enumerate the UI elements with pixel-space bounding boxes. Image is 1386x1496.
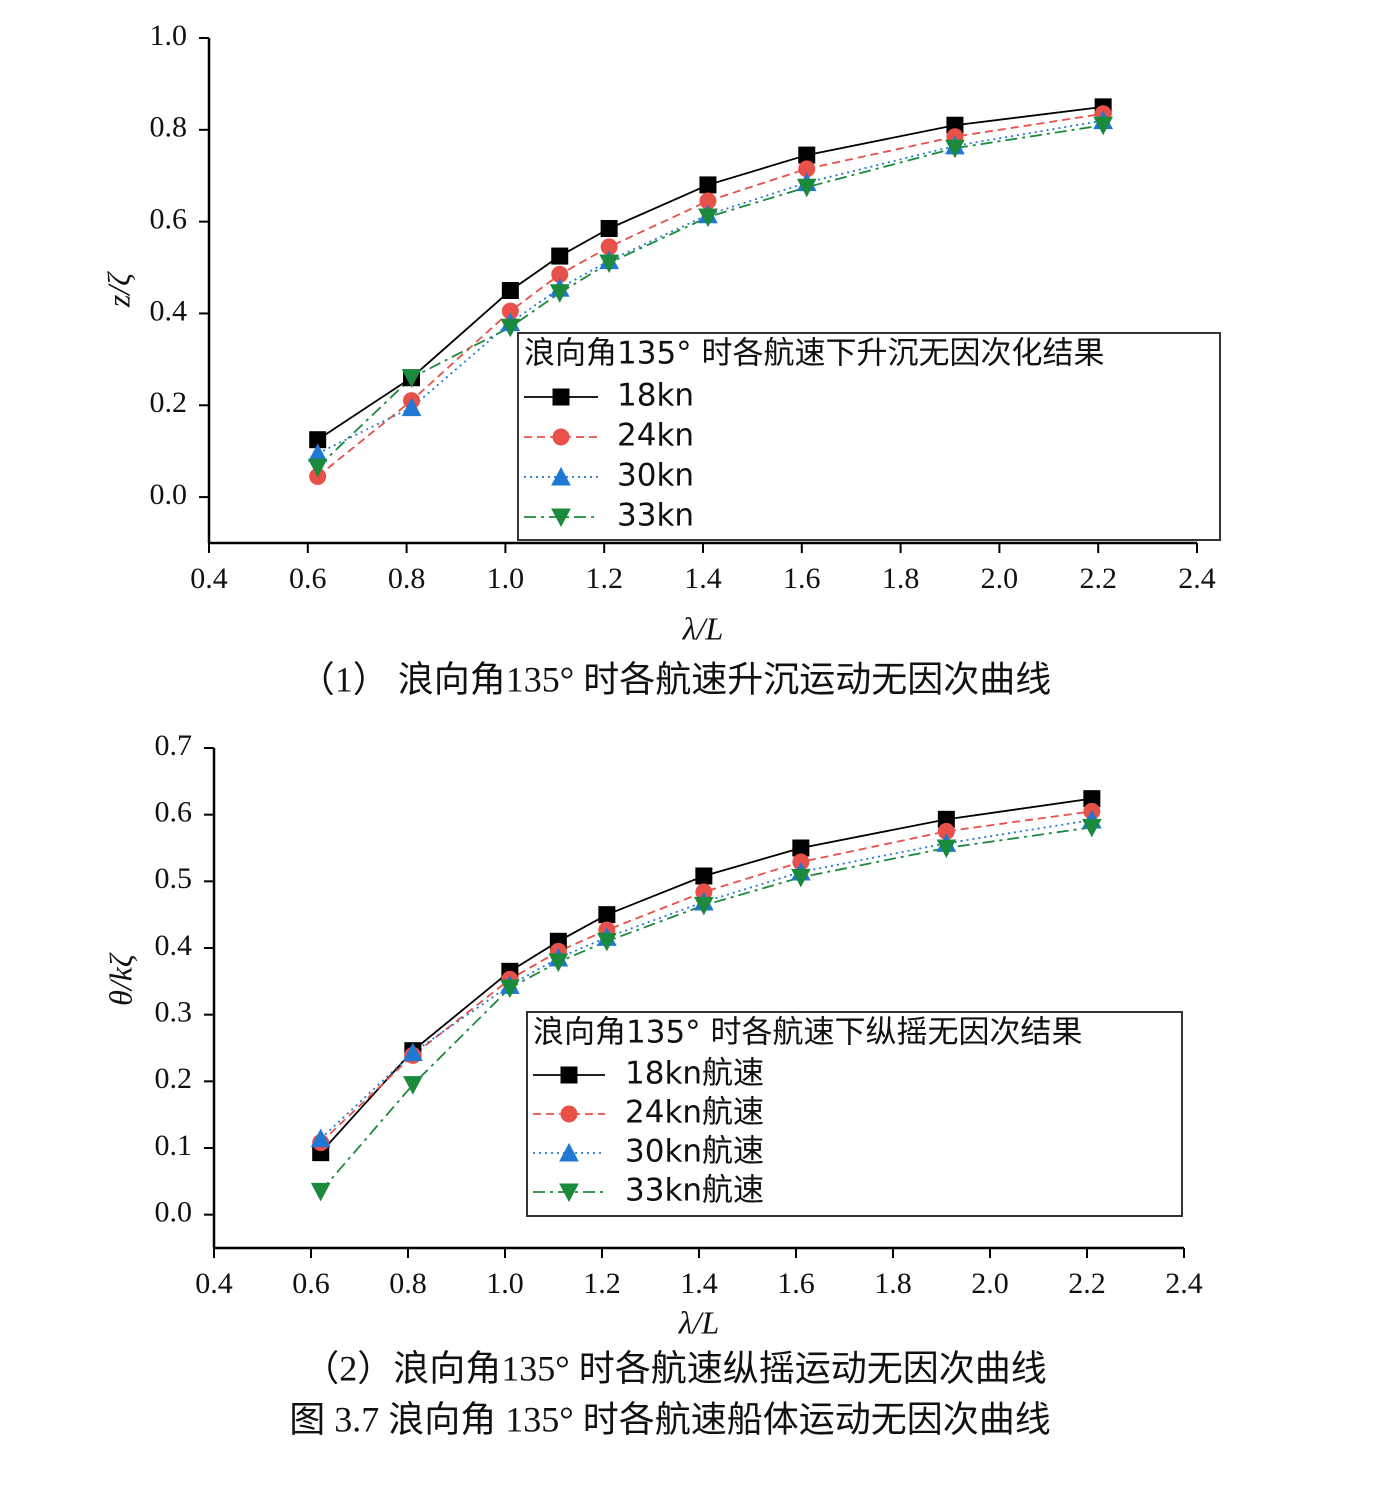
marker — [548, 953, 569, 973]
y-tick-label: 1.0 — [150, 19, 188, 52]
x-tick-label: 1.0 — [486, 1267, 524, 1300]
legend-label: 18kn — [617, 378, 694, 414]
y-tick-label: 0.5 — [155, 862, 193, 895]
y-tick-label: 0.4 — [155, 929, 193, 962]
y-tick-label: 0.6 — [155, 796, 193, 829]
x-tick-label: 1.6 — [783, 562, 821, 595]
y-tick-label: 0.6 — [150, 203, 188, 236]
legend-box — [526, 1011, 1183, 1217]
legend-title: 浪向角135° 时各航速下纵摇无因次结果 — [533, 1015, 1083, 1051]
x-tick-label: 2.0 — [981, 562, 1019, 595]
legend-label: 24kn — [617, 418, 694, 454]
chart: 0.0 0.1 0.2 0.3 0.4 0.5 0.6 0.7 0.4 0.6 0.8 1.0 1.2 1… — [102, 729, 1202, 1388]
legend-marker — [551, 466, 571, 486]
x-tick-label: 0.6 — [289, 562, 327, 595]
legend-label: 24kn航速 — [625, 1095, 764, 1131]
x-axis-label: λ/L — [678, 1304, 720, 1340]
y-tick-label: 0.0 — [150, 478, 188, 511]
marker — [1082, 818, 1102, 838]
y-tick-label: 0.4 — [150, 294, 188, 327]
y-tick-label: 0.8 — [150, 111, 188, 144]
x-tick-label: 1.8 — [874, 1267, 912, 1300]
chart-caption: （1） 浪向角135° 时各航速升沉运动无因次曲线 — [299, 659, 1051, 699]
legend-label: 33kn — [617, 498, 694, 534]
y-axis-label: z/ζ — [100, 271, 136, 308]
marker — [597, 932, 617, 952]
x-tick-label: 1.4 — [680, 1267, 718, 1300]
x-tick-label: 2.4 — [1165, 1267, 1203, 1300]
marker — [551, 247, 569, 265]
y-tick-label: 0.0 — [155, 1196, 193, 1229]
x-tick-label: 1.6 — [777, 1267, 815, 1300]
legend-marker — [560, 1066, 578, 1084]
y-axis-label: θ/kζ — [102, 952, 138, 1006]
marker — [796, 178, 817, 198]
x-tick-label: 0.4 — [195, 1267, 233, 1300]
marker — [310, 1182, 331, 1202]
marker — [403, 1076, 423, 1095]
x-tick-label: 2.2 — [1079, 562, 1117, 595]
marker — [310, 1128, 331, 1148]
legend-marker — [560, 1105, 578, 1123]
legend-label: 33kn航速 — [625, 1173, 764, 1209]
marker — [698, 208, 718, 228]
marker — [695, 867, 713, 885]
legend-marker — [559, 1142, 579, 1162]
marker — [936, 839, 957, 859]
marker — [599, 254, 619, 274]
x-tick-label: 0.6 — [292, 1267, 330, 1300]
marker — [501, 282, 519, 299]
x-tick-label: 0.8 — [388, 562, 426, 595]
marker — [1093, 116, 1113, 136]
y-tick-label: 0.2 — [150, 386, 188, 419]
x-tick-label: 1.2 — [583, 1267, 621, 1300]
marker — [500, 979, 520, 999]
marker — [945, 139, 965, 159]
marker — [307, 458, 328, 478]
marker — [549, 284, 570, 303]
marker — [694, 896, 714, 916]
y-tick-label: 0.2 — [155, 1062, 193, 1095]
legend-marker — [552, 428, 570, 446]
x-tick-label: 2.4 — [1178, 562, 1216, 595]
legend-label: 30kn航速 — [625, 1134, 764, 1170]
legend-marker — [559, 1183, 579, 1203]
marker — [600, 220, 618, 238]
y-tick-label: 0.3 — [155, 996, 193, 1029]
legend-title: 浪向角135° 时各航速下升沉无因次化结果 — [524, 336, 1105, 372]
x-tick-label: 1.2 — [585, 562, 623, 595]
chart: 0.0 0.2 0.4 0.6 0.8 1.0 0.4 0.6 0.8 1.0 1.2 1.4 1.6 1… — [100, 19, 1221, 699]
series-line — [320, 810, 1092, 1144]
x-tick-label: 1.8 — [882, 562, 920, 595]
marker — [598, 906, 616, 924]
chart-caption: （2）浪向角135° 时各航速纵摇运动无因次曲线 — [303, 1348, 1046, 1388]
legend-box — [517, 332, 1221, 541]
marker — [500, 318, 521, 338]
x-tick-label: 1.4 — [684, 562, 722, 595]
legend-marker — [552, 388, 570, 406]
legend-label: 18kn航速 — [625, 1056, 764, 1092]
legend-label: 30kn — [617, 458, 694, 494]
figure-caption: 图 3.7 浪向角 135° 时各航速船体运动无因次曲线 — [289, 1399, 1050, 1439]
x-tick-label: 0.8 — [389, 1267, 427, 1300]
y-tick-label: 0.7 — [155, 729, 193, 762]
x-tick-label: 2.2 — [1068, 1267, 1106, 1300]
marker — [401, 397, 422, 417]
marker — [403, 1042, 423, 1062]
x-tick-label: 2.0 — [971, 1267, 1009, 1300]
marker — [401, 369, 422, 388]
x-axis-label: λ/L — [682, 610, 724, 646]
series-line — [317, 119, 1104, 455]
x-tick-label: 1.0 — [487, 562, 525, 595]
legend-marker — [551, 508, 571, 528]
y-tick-label: 0.1 — [155, 1129, 193, 1162]
marker — [791, 868, 811, 888]
x-tick-label: 0.4 — [190, 562, 228, 595]
marker — [699, 176, 717, 194]
